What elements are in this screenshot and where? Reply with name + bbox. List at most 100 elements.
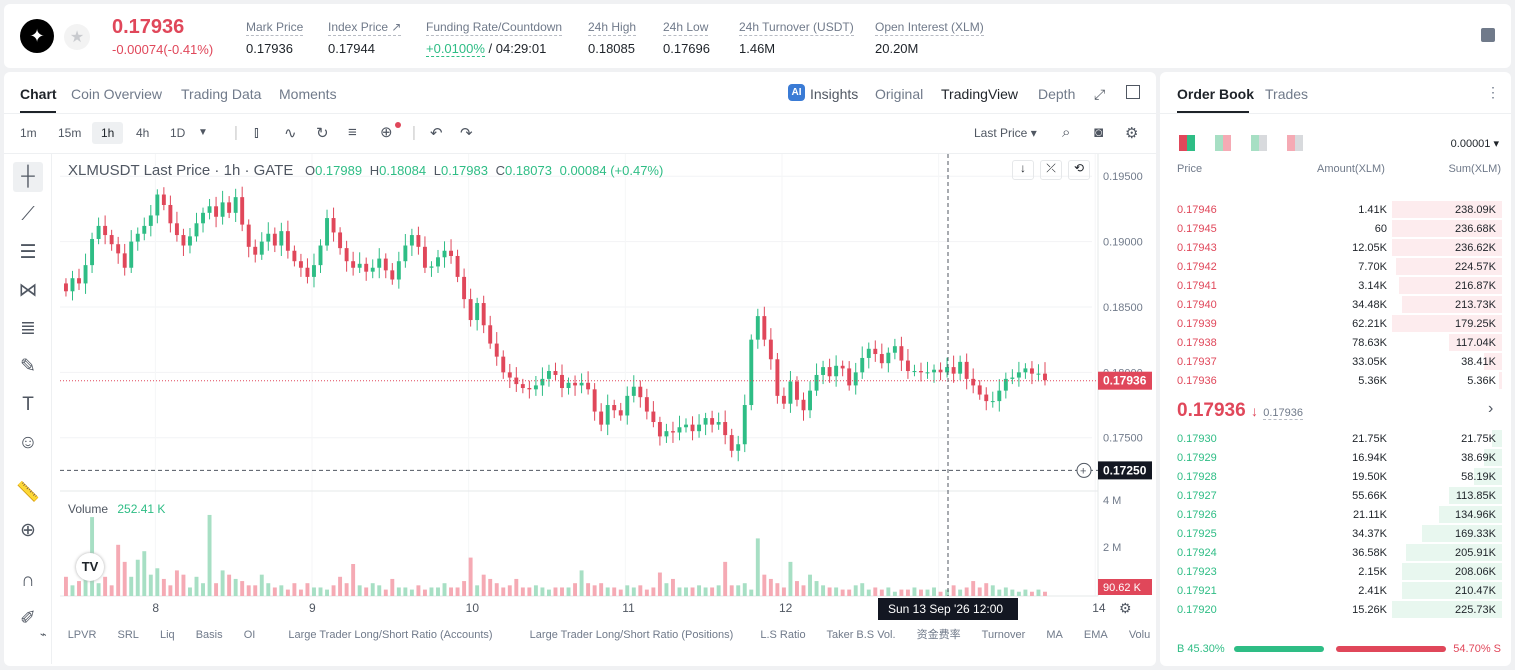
ask-row[interactable]: 0.17939 62.21K 179.25K: [1164, 314, 1506, 333]
tab-coin-overview[interactable]: Coin Overview: [71, 86, 163, 102]
ask-row[interactable]: 0.17941 3.14K 216.87K: [1164, 276, 1506, 295]
reset-icon[interactable]: ⟲: [1068, 160, 1090, 180]
tab-trading-data[interactable]: Trading Data: [181, 86, 262, 102]
ask-row[interactable]: 0.17940 34.48K 213.73K: [1164, 295, 1506, 314]
trendline-icon[interactable]: ⟋: [21, 204, 35, 225]
book-mode-both-icon[interactable]: [1179, 135, 1195, 151]
book-mode-icon-2[interactable]: [1215, 135, 1231, 151]
ask-row[interactable]: 0.17938 78.63K 117.04K: [1164, 333, 1506, 352]
ind-lpvr[interactable]: LPVR: [67, 629, 97, 641]
alerts-icon[interactable]: ⊕: [380, 124, 393, 141]
replay-icon[interactable]: ↻: [316, 125, 329, 142]
crosshair-icon[interactable]: ┼: [13, 162, 43, 192]
gear-icon[interactable]: ⚙: [1125, 125, 1139, 142]
chevron-right-icon[interactable]: ›: [1488, 400, 1494, 417]
tab-moments[interactable]: Moments: [279, 86, 337, 102]
view-tradingview[interactable]: TradingView: [941, 86, 1019, 102]
candle-body: [795, 381, 799, 400]
bid-row[interactable]: 0.17927 55.66K 113.85K: [1164, 486, 1506, 505]
interval-15m[interactable]: 15m: [58, 126, 82, 140]
zoom-in-icon[interactable]: ⊕: [20, 520, 36, 541]
ind-oi[interactable]: OI: [243, 629, 256, 641]
ruler-icon[interactable]: 📏: [16, 482, 40, 503]
ask-row[interactable]: 0.17946 1.41K 238.09K: [1164, 200, 1506, 219]
stat-funding-rate[interactable]: Funding Rate/Countdown +0.0100% / 04:29:0…: [426, 20, 563, 57]
candle-body: [272, 233, 277, 246]
indicators-icon[interactable]: ∿: [284, 125, 297, 142]
bid-row[interactable]: 0.17930 21.75K 21.75K: [1164, 429, 1506, 448]
ind-funding[interactable]: 资金费率: [916, 629, 961, 641]
chart-settings-icon[interactable]: ⚙: [1119, 600, 1132, 616]
fullscreen-icon[interactable]: [1126, 85, 1140, 99]
bid-row[interactable]: 0.17921 2.41K 210.47K: [1164, 581, 1506, 600]
tab-order-book[interactable]: Order Book: [1177, 86, 1255, 102]
candle-type-icon[interactable]: ⫾: [254, 124, 259, 141]
tab-chart[interactable]: Chart: [20, 86, 57, 102]
templates-icon[interactable]: ≡: [348, 124, 357, 141]
interval-dropdown-icon[interactable]: ▼: [198, 127, 208, 138]
precision-select[interactable]: 0.00001 ▾: [1450, 138, 1499, 150]
bid-row[interactable]: 0.17924 36.58K 205.91K: [1164, 543, 1506, 562]
interval-4h[interactable]: 4h: [136, 126, 150, 140]
bid-row[interactable]: 0.17925 34.37K 169.33K: [1164, 524, 1506, 543]
camera-icon[interactable]: ◙: [1094, 124, 1104, 141]
ind-ma[interactable]: MA: [1046, 629, 1063, 641]
ind-ema[interactable]: EMA: [1083, 629, 1108, 641]
hlines-icon[interactable]: ☰: [19, 242, 37, 263]
bid-row[interactable]: 0.17929 16.94K 38.69K: [1164, 448, 1506, 467]
ind-lt-positions[interactable]: Large Trader Long/Short Ratio (Positions…: [529, 629, 734, 641]
interval-1h[interactable]: 1h: [92, 122, 124, 144]
pattern-icon[interactable]: ⋈: [18, 280, 38, 301]
ind-taker[interactable]: Taker B.S Vol.: [826, 629, 896, 641]
volume-bar: [990, 585, 995, 596]
tab-trades[interactable]: Trades: [1265, 86, 1309, 102]
redo-icon[interactable]: ↷: [460, 125, 473, 142]
view-original[interactable]: Original: [875, 86, 924, 102]
bid-row[interactable]: 0.17923 2.15K 208.06K: [1164, 562, 1506, 581]
ind-lt-accounts[interactable]: Large Trader Long/Short Ratio (Accounts): [288, 629, 493, 641]
row-sum: 38.41K: [1461, 356, 1496, 368]
ask-row[interactable]: 0.17945 60 236.68K: [1164, 219, 1506, 238]
indicator-edit-icon[interactable]: ⌁: [40, 629, 47, 641]
text-tool-icon[interactable]: T: [22, 394, 34, 415]
interval-1m[interactable]: 1m: [20, 126, 37, 140]
volume-bar: [344, 583, 349, 596]
active-tab-underline: [1177, 111, 1249, 113]
magnet-icon[interactable]: ∩: [21, 570, 35, 591]
ask-row[interactable]: 0.17943 12.05K 236.62K: [1164, 238, 1506, 257]
bid-row[interactable]: 0.17928 19.50K 58.19K: [1164, 467, 1506, 486]
ind-ls-ratio[interactable]: L.S Ratio: [760, 629, 806, 641]
ask-row[interactable]: 0.17942 7.70K 224.57K: [1164, 257, 1506, 276]
collapse-icon[interactable]: ⤫: [1040, 160, 1062, 180]
view-insights[interactable]: Insights: [810, 86, 859, 102]
emoji-icon[interactable]: ☺: [18, 432, 38, 453]
brush-icon[interactable]: ✎: [20, 356, 36, 377]
more-icon[interactable]: ⋮: [1486, 84, 1500, 100]
bid-row[interactable]: 0.17920 15.26K 225.73K: [1164, 600, 1506, 619]
stat-index-price[interactable]: Index Price ↗ 0.17944: [328, 20, 402, 56]
book-mode-asks-icon[interactable]: [1287, 135, 1303, 151]
ask-row[interactable]: 0.17937 33.05K 38.41K: [1164, 352, 1506, 371]
fib-icon[interactable]: ≣: [20, 318, 36, 339]
ind-srl[interactable]: SRL: [117, 629, 139, 641]
favorite-star-icon[interactable]: ★: [64, 24, 90, 50]
ind-liq[interactable]: Liq: [159, 629, 175, 641]
price-type-select[interactable]: Last Price ▾: [974, 126, 1037, 140]
pencil-lock-icon[interactable]: ✐: [20, 608, 36, 629]
ind-volu[interactable]: Volu: [1128, 629, 1151, 641]
row-amount: 36.58K: [1352, 547, 1387, 559]
scroll-down-icon[interactable]: ↓: [1012, 160, 1034, 180]
interval-1d[interactable]: 1D: [170, 126, 186, 140]
view-depth[interactable]: Depth: [1038, 86, 1076, 102]
book-mode-bids-icon[interactable]: [1251, 135, 1267, 151]
ind-basis[interactable]: Basis: [195, 629, 223, 641]
notes-icon[interactable]: [1481, 28, 1495, 42]
ask-row[interactable]: 0.17936 5.36K 5.36K: [1164, 371, 1506, 390]
bid-row[interactable]: 0.17926 21.11K 134.96K: [1164, 505, 1506, 524]
expand-icon[interactable]: ⤢: [1094, 86, 1106, 102]
search-icon[interactable]: ⌕: [1062, 124, 1071, 141]
undo-icon[interactable]: ↶: [430, 125, 443, 142]
stat-mark-price[interactable]: Mark Price 0.17936: [246, 20, 304, 56]
ind-turnover[interactable]: Turnover: [981, 629, 1026, 641]
